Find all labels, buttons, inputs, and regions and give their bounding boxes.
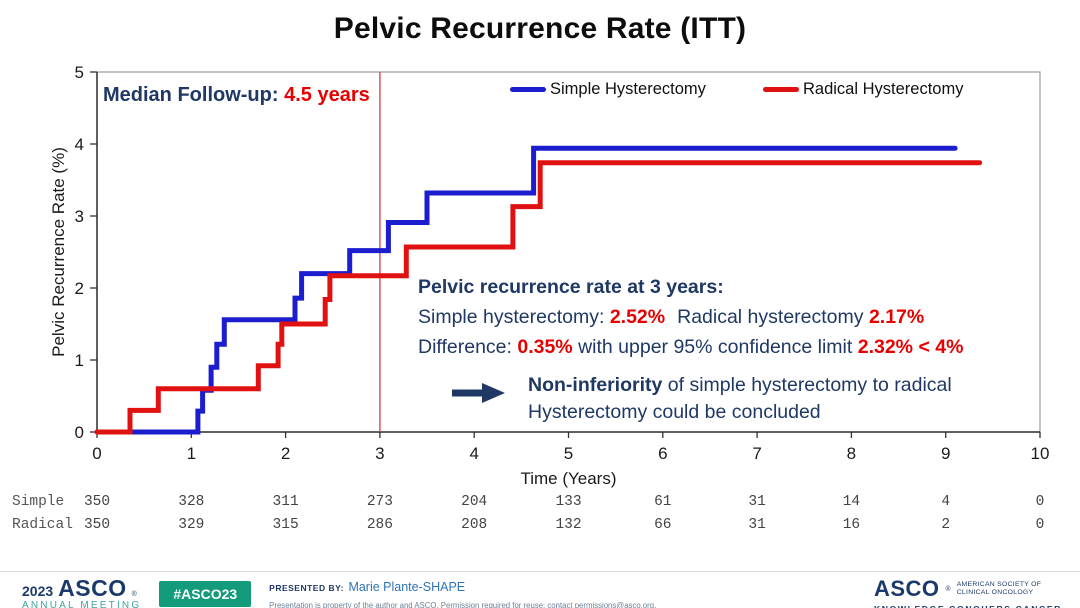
asco-wordmark-right: ASCO	[873, 576, 940, 601]
x-tick-label: 9	[941, 444, 950, 463]
x-tick-label: 1	[187, 444, 196, 463]
x-tick-label: 4	[469, 444, 478, 463]
risk-row-label-simple: Simple	[12, 494, 65, 510]
risk-count: 328	[178, 494, 205, 510]
society-line1: AMERICAN SOCIETY OF	[956, 580, 1042, 588]
y-tick-label: 3	[75, 207, 84, 226]
stats-radical-value: 2.17%	[868, 306, 925, 328]
society-line2: CLINICAL ONCOLOGY	[956, 589, 1034, 596]
asco-wordmark: ASCO	[58, 574, 127, 601]
page-title: Pelvic Recurrence Rate (ITT)	[333, 12, 747, 45]
risk-count: 350	[83, 517, 111, 533]
legend-label-simple: Simple Hysterectomy	[550, 80, 706, 98]
y-tick-label: 0	[75, 423, 84, 442]
x-tick-label: 2	[281, 444, 290, 463]
risk-count: 31	[748, 517, 766, 533]
risk-count: 133	[555, 494, 582, 510]
stats-diff-value: 0.35%	[517, 336, 573, 358]
risk-count: 273	[366, 494, 393, 510]
risk-count: 132	[555, 517, 582, 533]
footer: 2023 ASCO ® ANNUAL MEETING #ASCO23 PRESE…	[0, 571, 1080, 608]
median-followup-value: 4.5 years	[278, 84, 370, 106]
y-axis-title: Pelvic Recurrence Rate (%)	[49, 147, 68, 357]
x-tick-label: 0	[92, 444, 101, 463]
x-tick-label: 7	[752, 444, 761, 463]
x-axis-title: Time (Years)	[520, 469, 616, 488]
asco-tagline: KNOWLEDGE CONQUERS CANCER	[874, 604, 1062, 608]
median-followup-label: Median Follow-up:	[103, 84, 279, 106]
stats-line2: Simple hysterectomy: 2.52% Radical hyster…	[418, 302, 1068, 332]
x-tick-label: 5	[564, 444, 573, 463]
conclusion-annotation: Non-inferiority of simple hysterectomy t…	[452, 372, 952, 426]
y-tick-label: 2	[75, 279, 84, 298]
legend-label-radical: Radical Hysterectomy	[803, 80, 964, 98]
stats-ci-value: 2.32% < 4%	[857, 336, 964, 358]
stats-annotation: Pelvic recurrence rate at 3 years: Simpl…	[418, 272, 1068, 362]
risk-count: 14	[842, 494, 861, 510]
stats-diff-label: Difference:	[418, 336, 518, 358]
stats-ci-label: with upper 95% confidence limit	[572, 336, 858, 358]
risk-count: 2	[941, 517, 951, 533]
x-tick-label: 6	[658, 444, 667, 463]
right-arrow-icon	[452, 383, 505, 403]
presented-by-block: PRESENTED BY: Marie Plante-SHAPE Present…	[269, 576, 656, 608]
median-followup-annotation: Median Follow-up: 4.5 years	[103, 84, 370, 107]
series-line-simple	[94, 145, 958, 435]
risk-count: 0	[1035, 517, 1045, 533]
risk-count: 311	[272, 494, 299, 510]
hashtag-badge: #ASCO23	[159, 580, 252, 607]
meeting-year: 2023	[22, 582, 54, 599]
x-tick-label: 3	[375, 444, 384, 463]
registered-mark: ®	[131, 590, 137, 598]
risk-count: 329	[178, 517, 205, 533]
risk-count: 31	[748, 494, 766, 510]
conclusion-keyword: Non-inferiority	[528, 374, 663, 396]
radical-line-swatch-icon	[763, 87, 799, 92]
y-tick-label: 5	[75, 63, 84, 82]
stats-radical-label: Radical hysterectomy	[677, 306, 869, 328]
number-at-risk-table: Simple 350 328 311 273 204 133 61 31 14 4 0 Radical 3…	[0, 494, 1080, 546]
stats-simple-label: Simple hysterectomy:	[418, 306, 610, 328]
risk-count: 0	[1035, 494, 1045, 510]
y-tick-label: 4	[75, 135, 84, 154]
simple-line-swatch-icon	[510, 87, 546, 92]
stats-heading: Pelvic recurrence rate at 3 years:	[418, 276, 724, 298]
risk-count: 4	[941, 494, 951, 510]
risk-count: 204	[461, 494, 488, 510]
presenter-name: Marie Plante-SHAPE	[348, 580, 466, 594]
x-tick-label: 10	[1031, 444, 1050, 463]
society-name: AMERICAN SOCIETY OF CLINICAL ONCOLOGY	[957, 581, 1042, 598]
conclusion-line2: Hysterectomy could be concluded	[528, 401, 821, 423]
registered-mark-right: ®	[945, 585, 951, 593]
series-line-radical	[94, 160, 983, 435]
conclusion-rest: of simple hysterectomy to radical	[662, 374, 952, 396]
legend-item-simple: Simple Hysterectomy	[510, 80, 706, 99]
risk-count: 350	[83, 494, 111, 510]
risk-count: 16	[842, 517, 861, 533]
y-tick-label: 1	[75, 351, 84, 370]
asco-logo: ASCO ® AMERICAN SOCIETY OF CLINICAL ONCO…	[874, 576, 1062, 602]
risk-count: 66	[654, 517, 672, 533]
permission-disclaimer: Presentation is property of the author a…	[269, 600, 657, 608]
legend-item-radical: Radical Hysterectomy	[763, 80, 963, 99]
stats-simple-value: 2.52%	[609, 306, 666, 328]
recurrence-chart: 0 1 2 3 4 5 6 7 8 9 10 0 1 2 3 4 5 Time (Years) Pelvic Rec…	[49, 63, 1050, 488]
annual-meeting-label: ANNUAL MEETING	[22, 599, 142, 608]
x-tick-label: 8	[847, 444, 856, 463]
risk-count: 61	[654, 494, 672, 510]
conclusion-text: Non-inferiority of simple hysterectomy t…	[528, 372, 952, 426]
risk-count: 315	[272, 517, 299, 533]
presented-by-label: PRESENTED BY:	[269, 583, 344, 593]
footer-left: 2023 ASCO ® ANNUAL MEETING #ASCO23 PRESE…	[22, 576, 656, 608]
risk-count: 286	[366, 517, 393, 533]
risk-count: 208	[461, 517, 488, 533]
stats-line3: Difference: 0.35% with upper 95% confide…	[418, 332, 1068, 362]
asco-annual-meeting-logo: 2023 ASCO ® ANNUAL MEETING	[22, 574, 142, 608]
footer-right: ASCO ® AMERICAN SOCIETY OF CLINICAL ONCO…	[874, 576, 1062, 608]
risk-row-label-radical: Radical	[12, 517, 73, 533]
